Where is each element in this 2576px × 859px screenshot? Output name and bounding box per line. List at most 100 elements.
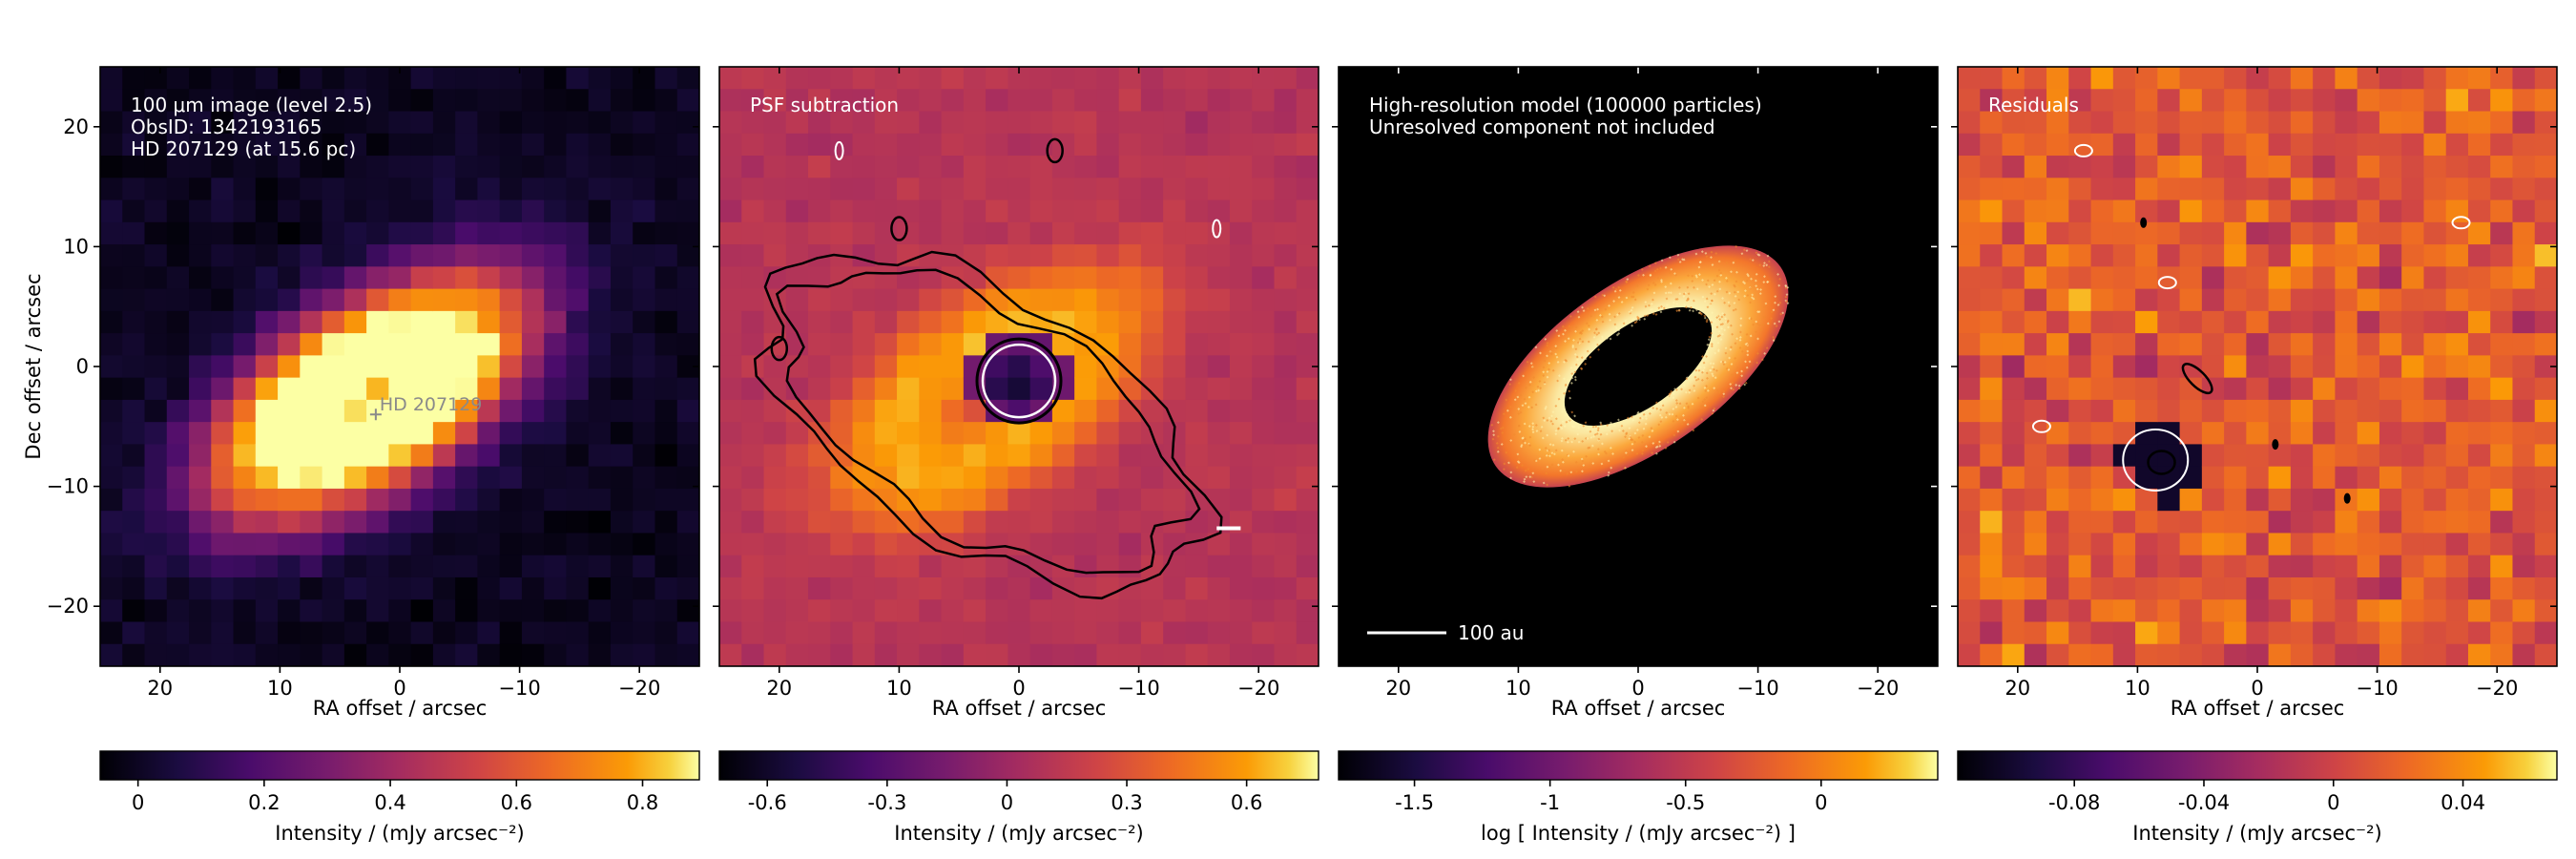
plot-frame <box>99 66 700 667</box>
pixel <box>2112 67 2136 90</box>
pixel <box>633 178 656 201</box>
pixel <box>255 643 279 666</box>
pixel <box>432 422 456 446</box>
pixel <box>233 244 257 267</box>
pixel <box>2379 288 2402 312</box>
pixel <box>122 266 146 290</box>
pixel <box>2002 244 2025 267</box>
pixel <box>2423 199 2447 223</box>
pixel <box>2135 643 2158 666</box>
pixel <box>2224 555 2247 578</box>
pixel <box>1252 333 1276 356</box>
pixel <box>410 67 434 90</box>
panel-title-line: HD 207129 (at 15.6 pc) <box>131 137 356 160</box>
pixel <box>278 422 301 446</box>
pixel <box>2090 111 2114 135</box>
pixel <box>2024 111 2047 135</box>
contour-line <box>2031 419 2051 433</box>
pixel <box>1096 133 1120 157</box>
panel-title-line: PSF subtraction <box>750 94 899 116</box>
pixel <box>100 643 123 666</box>
pixel <box>300 555 323 578</box>
pixel <box>1229 67 1253 90</box>
pixel <box>255 199 279 223</box>
pixel <box>2268 133 2292 157</box>
pixel <box>1163 310 1187 334</box>
pixel <box>1074 576 1098 600</box>
pixel <box>2068 599 2092 623</box>
pixel <box>566 422 590 446</box>
pixel <box>2046 399 2069 423</box>
pixel <box>2379 333 2402 356</box>
pixel <box>2046 333 2069 356</box>
pixel <box>2090 156 2114 178</box>
pixel <box>676 178 699 201</box>
pixel <box>2112 444 2136 468</box>
pixel <box>1118 288 1142 312</box>
pixel <box>499 156 523 178</box>
pixel <box>852 67 876 90</box>
pixel <box>2423 156 2447 178</box>
pixel <box>2423 599 2447 623</box>
pixel <box>1980 266 2004 290</box>
pixel <box>941 576 965 600</box>
pixel <box>676 399 699 423</box>
pixel <box>2157 310 2181 334</box>
pixel <box>1252 422 1276 446</box>
pixel <box>610 576 634 600</box>
pixel <box>986 221 1008 245</box>
pixel <box>410 533 434 556</box>
pixel <box>874 178 898 201</box>
pixel <box>785 466 809 490</box>
pixel <box>1296 599 1319 623</box>
pixel <box>676 511 699 534</box>
pixel <box>366 533 389 556</box>
pixel <box>610 310 634 334</box>
pixel <box>2534 488 2557 512</box>
pixel <box>1229 533 1253 556</box>
pixel <box>166 355 190 379</box>
pixel <box>1296 377 1319 401</box>
pixel <box>189 178 212 201</box>
pixel <box>1185 422 1209 446</box>
contour-line <box>2073 143 2093 157</box>
pixel <box>1163 333 1187 356</box>
pixel <box>2068 444 2092 468</box>
pixel <box>2445 355 2469 379</box>
pixel <box>610 333 634 356</box>
pixel <box>300 533 323 556</box>
pixel <box>2467 466 2491 490</box>
pixel <box>2268 599 2292 623</box>
pixel <box>830 599 854 623</box>
pixel <box>2024 89 2047 113</box>
pixel <box>2068 333 2092 356</box>
pixel <box>122 422 146 446</box>
pixel <box>189 488 212 512</box>
pixel <box>122 111 146 135</box>
pixel <box>1008 244 1031 267</box>
pixel <box>588 156 612 178</box>
pixel <box>986 178 1008 201</box>
pixel <box>2512 511 2536 534</box>
pixel <box>1980 199 2004 223</box>
pixel <box>343 89 367 113</box>
pixel <box>1958 266 1981 290</box>
pixel <box>166 488 190 512</box>
pixel <box>388 422 412 446</box>
pixel <box>2490 156 2514 178</box>
pixel <box>1185 643 1209 666</box>
pixel <box>963 466 987 490</box>
pixel <box>477 555 501 578</box>
pixel <box>1229 156 1253 178</box>
pixel <box>166 555 190 578</box>
pixel <box>499 466 523 490</box>
pixel <box>1008 133 1031 157</box>
pixel <box>2290 156 2314 178</box>
pixel <box>2357 643 2380 666</box>
pixel <box>2423 111 2447 135</box>
pixel <box>741 178 765 201</box>
pixel <box>2002 310 2025 334</box>
pixel <box>388 221 412 245</box>
pixel <box>322 533 345 556</box>
pixel <box>1229 178 1253 201</box>
